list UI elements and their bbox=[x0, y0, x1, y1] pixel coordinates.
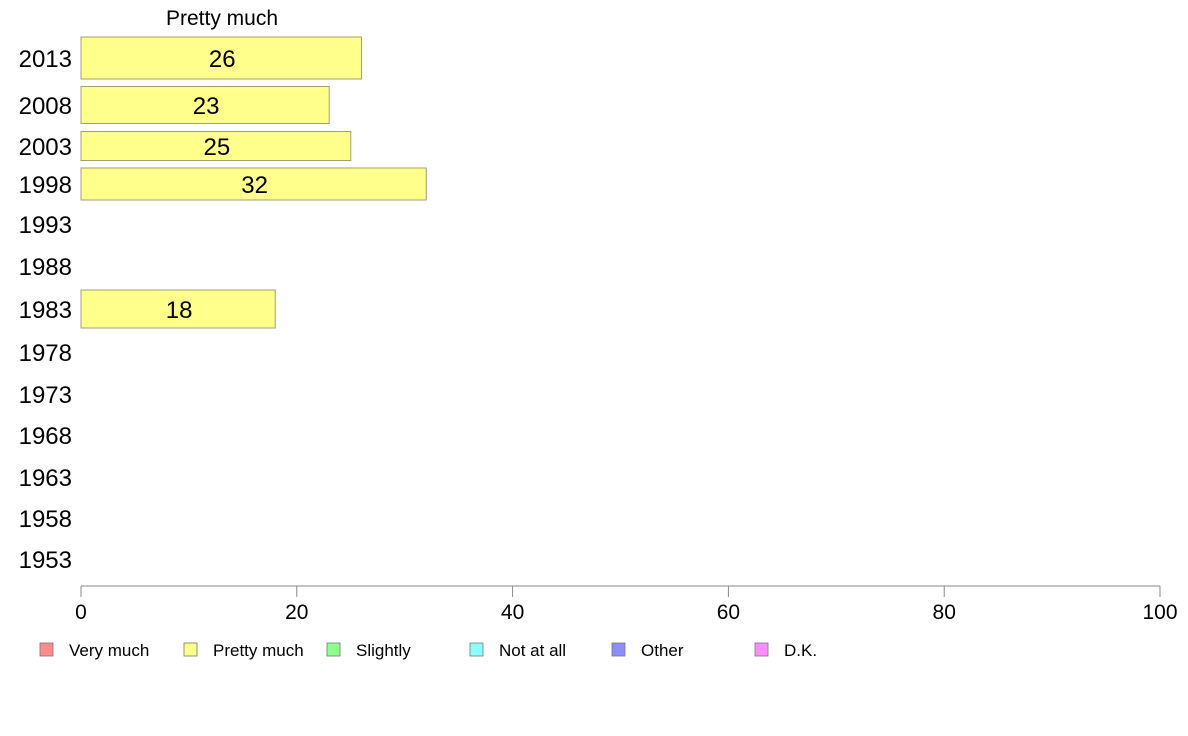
x-tick-label: 0 bbox=[75, 601, 87, 624]
y-tick-label: 2013 bbox=[19, 46, 72, 73]
legend-swatch bbox=[469, 642, 484, 657]
bar-value-label: 26 bbox=[209, 46, 236, 73]
legend-swatch bbox=[326, 642, 341, 657]
legend-swatch bbox=[39, 642, 54, 657]
legend-swatch bbox=[183, 642, 198, 657]
legend: Very much Pretty much Slightly Not at all Ot… bbox=[39, 641, 817, 660]
x-axis: 0 20 40 60 80 100 bbox=[75, 585, 1178, 624]
bar bbox=[80, 86, 330, 124]
x-tick-label: 40 bbox=[501, 601, 524, 624]
legend-label: Slightly bbox=[356, 641, 411, 660]
bar bbox=[80, 289, 276, 329]
bar-value-label: 25 bbox=[204, 134, 231, 161]
legend-label: Not at all bbox=[499, 641, 566, 660]
y-tick-label: 1983 bbox=[19, 297, 72, 324]
x-tick-label: 60 bbox=[717, 601, 740, 624]
bar bbox=[80, 36, 363, 80]
y-tick-label: 1973 bbox=[19, 382, 72, 409]
legend-swatch bbox=[611, 642, 626, 657]
y-tick-label: 2008 bbox=[19, 93, 72, 120]
legend-label: Other bbox=[641, 641, 684, 660]
legend-label: Pretty much bbox=[213, 641, 304, 660]
y-tick-label: 2003 bbox=[19, 134, 72, 161]
y-tick-label: 1978 bbox=[19, 340, 72, 367]
legend-swatch bbox=[754, 642, 769, 657]
bar bbox=[80, 131, 352, 161]
legend-label: Very much bbox=[69, 641, 149, 660]
bar-value-label: 18 bbox=[166, 297, 193, 324]
bar-value-label: 32 bbox=[241, 172, 268, 199]
y-tick-label: 1998 bbox=[19, 172, 72, 199]
y-tick-label: 1963 bbox=[19, 465, 72, 492]
bar-value-label: 23 bbox=[193, 93, 220, 120]
chart-title: Pretty much bbox=[166, 7, 278, 30]
y-tick-label: 1988 bbox=[19, 254, 72, 281]
y-tick-label: 1993 bbox=[19, 212, 72, 239]
y-tick-label: 1953 bbox=[19, 547, 72, 574]
bar bbox=[80, 167, 427, 201]
legend-label: D.K. bbox=[784, 641, 817, 660]
x-tick-label: 100 bbox=[1142, 601, 1177, 624]
x-tick-label: 80 bbox=[933, 601, 956, 624]
y-tick-label: 1958 bbox=[19, 506, 72, 533]
y-tick-label: 1968 bbox=[19, 423, 72, 450]
x-tick-label: 20 bbox=[285, 601, 308, 624]
